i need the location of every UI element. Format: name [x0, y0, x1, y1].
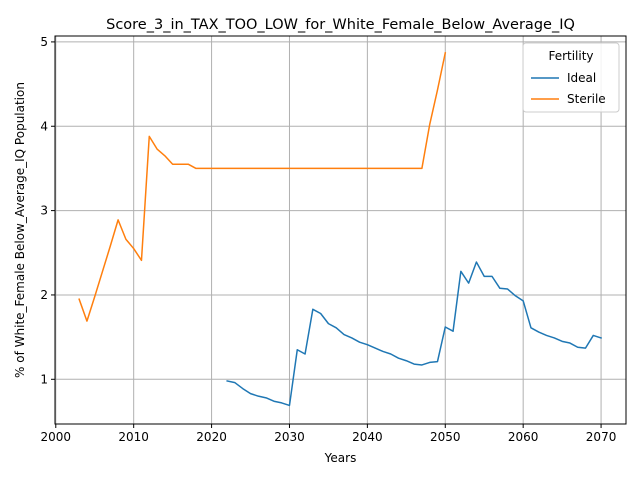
legend-box [522, 42, 620, 113]
x-tick-label: 2040 [352, 430, 383, 444]
y-axis-ticks: 1 2 3 4 5 [40, 35, 55, 386]
y-axis-label: % of White_Female Below_Average_IQ Popul… [13, 82, 27, 378]
y-tick-label: 4 [40, 119, 48, 133]
x-tick-label: 2000 [41, 430, 72, 444]
axes-frame [54, 35, 627, 425]
legend: Fertility Ideal Sterile [522, 42, 620, 113]
series-line-sterile [78, 51, 447, 322]
series-layer [78, 51, 603, 407]
x-axis-ticks: 2000 2010 2020 2030 2040 2050 2060 2070 [41, 424, 617, 444]
x-tick-label: 2010 [118, 430, 149, 444]
y-tick-label: 1 [40, 372, 48, 386]
x-tick-label: 2050 [430, 430, 461, 444]
x-tick-label: 2070 [586, 430, 617, 444]
legend-label-sterile: Sterile [567, 92, 606, 106]
legend-label-ideal: Ideal [567, 71, 596, 85]
legend-title: Fertility [548, 49, 593, 63]
x-tick-label: 2020 [196, 430, 227, 444]
x-tick-label: 2030 [274, 430, 305, 444]
chart-title: Score_3_in_TAX_TOO_LOW_for_White_Female_… [106, 17, 575, 33]
y-tick-label: 5 [40, 35, 48, 49]
y-tick-label: 2 [40, 288, 48, 302]
x-tick-label: 2060 [508, 430, 539, 444]
y-tick-label: 3 [40, 204, 48, 218]
x-axis-label: Years [324, 451, 357, 465]
series-line-ideal [226, 261, 603, 407]
